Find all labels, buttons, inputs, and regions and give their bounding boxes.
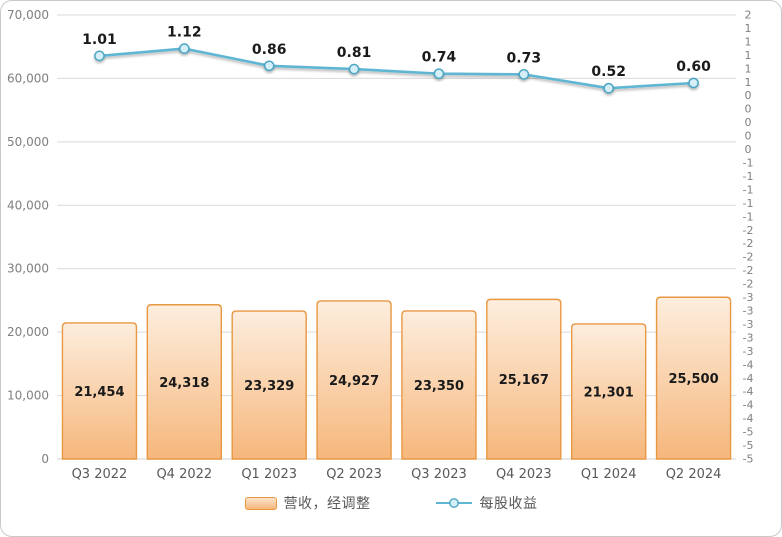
bar-value-label: 24,318 [159, 376, 209, 391]
legend: 营收，经调整 每股收益 [1, 493, 781, 513]
right-axis-tick-label: -5 [743, 439, 754, 452]
right-axis-tick-label: -2 [743, 264, 754, 277]
bar-series [61, 296, 732, 460]
bar-value-label: 24,927 [329, 374, 379, 389]
right-axis-tick-label: 1 [745, 49, 752, 62]
eps-marker-q3-2022[interactable] [94, 50, 105, 62]
bar-value-label: 23,329 [244, 379, 294, 394]
eps-value-label: 0.73 [507, 50, 542, 66]
legend-label-eps: 每股收益 [479, 496, 538, 512]
right-axis-tick-label: -3 [743, 305, 754, 318]
right-axis-tick-label: -1 [743, 170, 754, 183]
right-axis-tick-label: 0 [745, 103, 752, 116]
right-axis-tick-label: 0 [745, 143, 752, 156]
eps-value-label: 1.01 [82, 32, 117, 48]
eps-marker-q1-2023[interactable] [263, 60, 275, 72]
right-axis-tick-label: -1 [743, 210, 754, 223]
left-axis-tick-label: 50,000 [7, 135, 49, 149]
x-axis-label-q2-2023: Q2 2023 [326, 467, 382, 482]
right-axis-tick-label: -3 [743, 318, 754, 331]
line-data-labels: 1.01 1.12 0.86 0.81 0.74 0.73 0.52 0.60 [82, 25, 711, 81]
eps-marker-q2-2024[interactable] [688, 77, 699, 89]
bar-q1-2024[interactable] [570, 323, 647, 460]
right-axis-tick-label: -3 [743, 331, 754, 344]
eps-value-label: 0.52 [591, 64, 626, 80]
right-axis-tick-label: -3 [743, 345, 754, 358]
eps-value-label: 0.81 [337, 45, 372, 61]
x-axis-label-q3-2022: Q3 2022 [72, 467, 128, 482]
bar-value-label: 25,500 [668, 372, 718, 387]
right-axis-tick-label: -4 [743, 372, 754, 385]
right-axis-tick-label: -4 [743, 412, 754, 425]
right-axis-tick-label: -2 [743, 251, 754, 264]
eps-value-label: 0.60 [676, 59, 711, 75]
bar-q4-2022[interactable] [146, 304, 223, 460]
left-axis-tick-label: 0 [41, 452, 49, 466]
right-axis-tick-label: -5 [743, 453, 754, 466]
right-axis-tick-label: 0 [745, 89, 752, 102]
bar-data-labels: 21,454 24,318 23,329 24,927 23,350 25,167 21,3… [74, 372, 718, 400]
legend-item-revenue[interactable]: 营收，经调整 [244, 493, 371, 513]
combo-chart: 70,000 60,000 50,000 40,000 30,000 20,000 10,0… [7, 8, 754, 482]
line-series [94, 43, 699, 94]
bar-series-swatch-icon [244, 496, 277, 510]
x-axis-label-q3-2023: Q3 2023 [411, 467, 467, 482]
right-axis-tick-label: -3 [743, 291, 754, 304]
bar-q2-2023[interactable] [316, 300, 392, 460]
right-axis-tick-label: 1 [745, 76, 752, 89]
x-axis-label-q1-2023: Q1 2023 [241, 467, 297, 482]
bar-q3-2022[interactable] [61, 322, 138, 460]
right-axis-labels: 21111100000-1-1-1-1-1-2-2-2-2-2-3-3-3-3-… [743, 9, 754, 466]
line-series-swatch-icon [435, 498, 472, 508]
left-axis-tick-label: 70,000 [7, 8, 49, 22]
right-axis-tick-label: 1 [745, 62, 752, 75]
bar-q3-2023[interactable] [401, 310, 477, 460]
eps-value-label: 0.74 [422, 50, 457, 66]
right-axis-tick-label: 2 [745, 9, 752, 22]
bar-value-label: 23,350 [414, 379, 464, 394]
bar-q1-2023[interactable] [231, 310, 307, 460]
right-axis-tick-label: 0 [745, 130, 752, 143]
x-axis-labels: Q3 2022 Q4 2022 Q1 2023 Q2 2023 Q3 2023 Q4 20… [72, 467, 722, 482]
x-axis-label-q2-2024: Q2 2024 [666, 467, 722, 482]
left-axis-tick-label: 30,000 [7, 262, 49, 276]
x-axis-label-q1-2024: Q1 2024 [581, 467, 637, 482]
left-axis-tick-label: 60,000 [7, 71, 49, 85]
right-axis-tick-label: -2 [743, 278, 754, 291]
right-axis-tick-label: -2 [743, 224, 754, 237]
right-axis-tick-label: 1 [745, 35, 752, 48]
right-axis-tick-label: -5 [743, 426, 754, 439]
eps-value-label: 0.86 [252, 42, 287, 58]
eps-marker-q4-2023[interactable] [518, 69, 530, 80]
eps-marker-q3-2023[interactable] [433, 68, 445, 80]
left-axis-tick-label: 20,000 [7, 325, 49, 339]
x-axis-label-q4-2022: Q4 2022 [156, 467, 212, 482]
right-axis-tick-label: 0 [745, 116, 752, 129]
right-axis-tick-label: -4 [743, 399, 754, 412]
left-axis-labels: 70,000 60,000 50,000 40,000 30,000 20,000 10,0… [7, 8, 49, 466]
right-axis-tick-label: -1 [743, 197, 754, 210]
eps-marker-q2-2023[interactable] [348, 63, 360, 75]
right-axis-tick-label: -4 [743, 385, 754, 398]
eps-line[interactable] [98, 47, 695, 90]
left-axis-tick-label: 10,000 [7, 389, 49, 403]
bar-value-label: 25,167 [499, 373, 549, 388]
right-axis-tick-label: -1 [743, 157, 754, 170]
right-axis-tick-label: -2 [743, 237, 754, 250]
legend-label-revenue: 营收，经调整 [283, 496, 371, 512]
right-axis-tick-label: 1 [745, 22, 752, 35]
bar-q4-2023[interactable] [486, 298, 562, 460]
eps-marker-q4-2022[interactable] [178, 43, 190, 54]
left-axis-tick-label: 40,000 [7, 198, 49, 212]
right-axis-tick-label: -4 [743, 358, 754, 371]
eps-value-label: 1.12 [167, 25, 202, 41]
x-axis-label-q4-2023: Q4 2023 [496, 467, 552, 482]
bar-value-label: 21,301 [584, 385, 634, 400]
eps-marker-q1-2024[interactable] [603, 82, 615, 94]
legend-item-eps[interactable]: 每股收益 [435, 493, 538, 513]
right-axis-tick-label: -1 [743, 183, 754, 196]
bar-value-label: 21,454 [74, 385, 124, 400]
bar-q2-2024[interactable] [655, 296, 732, 460]
